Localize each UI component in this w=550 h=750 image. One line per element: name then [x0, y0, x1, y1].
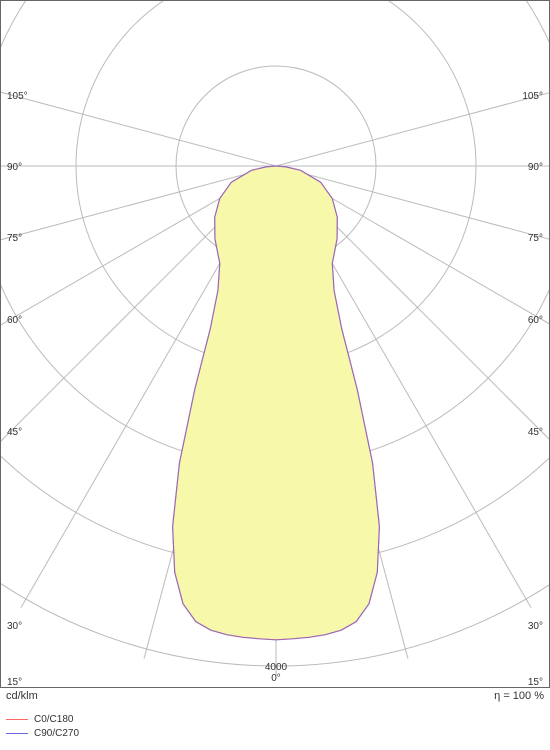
unit-label: cd/klm: [6, 690, 38, 702]
svg-text:105°: 105°: [522, 91, 543, 102]
legend-item: C90/C270: [6, 726, 79, 740]
svg-text:75°: 75°: [528, 233, 543, 244]
chart-svg: 105° 105° 90° 90° 75° 75° 60° 60° 45° 45° 30° 30° 15…: [1, 1, 549, 687]
svg-text:45°: 45°: [528, 427, 543, 438]
svg-text:4000: 4000: [265, 662, 288, 673]
svg-text:0°: 0°: [271, 673, 281, 684]
svg-text:60°: 60°: [7, 315, 22, 326]
svg-text:105°: 105°: [7, 91, 28, 102]
svg-text:60°: 60°: [528, 315, 543, 326]
legend-item: C0/C180: [6, 712, 79, 726]
footer: cd/klm η = 100 %: [0, 690, 550, 702]
legend-label-1: C90/C270: [34, 728, 79, 739]
svg-text:15°: 15°: [528, 677, 543, 687]
svg-text:30°: 30°: [7, 621, 22, 632]
svg-text:75°: 75°: [7, 233, 22, 244]
polar-chart: 105° 105° 90° 90° 75° 75° 60° 60° 45° 45° 30° 30° 15…: [0, 0, 550, 688]
svg-text:90°: 90°: [7, 162, 22, 173]
legend: C0/C180 C90/C270: [6, 712, 79, 740]
svg-text:45°: 45°: [7, 427, 22, 438]
legend-line-1: [6, 733, 28, 734]
legend-line-0: [6, 719, 28, 720]
legend-label-0: C0/C180: [34, 714, 73, 725]
svg-text:90°: 90°: [528, 162, 543, 173]
efficiency-label: η = 100 %: [494, 690, 544, 702]
svg-text:30°: 30°: [528, 621, 543, 632]
svg-text:15°: 15°: [7, 677, 22, 687]
